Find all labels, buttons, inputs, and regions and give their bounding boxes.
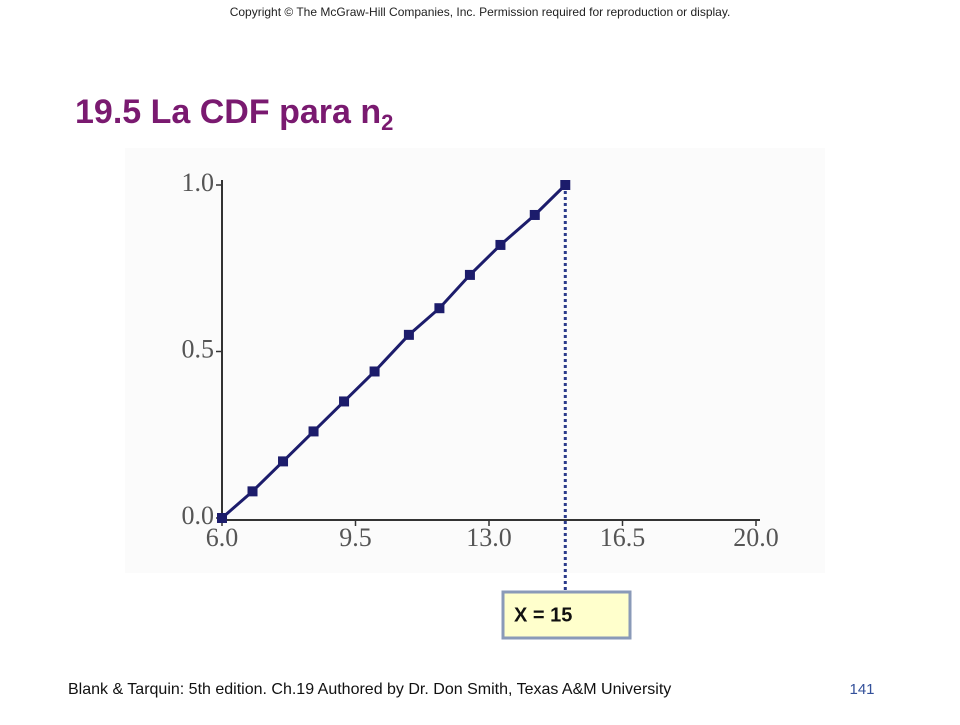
annotation-box xyxy=(501,590,632,640)
x-tick-label: 6.0 xyxy=(206,523,239,552)
marker xyxy=(217,513,227,523)
page-number: 141 xyxy=(849,681,874,698)
chart: 0.0 0.5 1.0 6.0 9.5 13.0 16.5 20.0 xyxy=(182,168,779,592)
marker xyxy=(529,209,540,220)
marker xyxy=(247,486,258,497)
x-tick-label: 16.5 xyxy=(600,523,646,552)
x-tick-label: 13.0 xyxy=(466,523,512,552)
slide-title: 19.5 La CDF para n2 xyxy=(75,93,393,135)
marker xyxy=(434,303,445,314)
footer: Blank & Tarquin: 5th edition. Ch.19 Auth… xyxy=(68,681,671,698)
marker xyxy=(464,269,475,280)
marker xyxy=(308,426,319,437)
y-tick-label: 0.0 xyxy=(182,501,215,530)
marker xyxy=(495,239,506,250)
copyright: Copyright © The McGraw-Hill Companies, I… xyxy=(230,5,731,19)
marker xyxy=(403,329,414,340)
title-subscript: 2 xyxy=(381,110,393,135)
marker xyxy=(339,396,350,407)
marker xyxy=(369,366,380,377)
marker xyxy=(560,180,571,190)
y-tick-label: 1.0 xyxy=(182,168,215,197)
title-text: 19.5 La CDF para n xyxy=(75,93,381,131)
marker xyxy=(278,456,289,467)
x-tick-label: 20.0 xyxy=(733,523,779,552)
annotation: X = 15 xyxy=(514,604,572,626)
y-tick-label: 0.5 xyxy=(182,334,215,363)
line xyxy=(221,183,567,520)
x-tick-label: 9.5 xyxy=(339,523,372,552)
